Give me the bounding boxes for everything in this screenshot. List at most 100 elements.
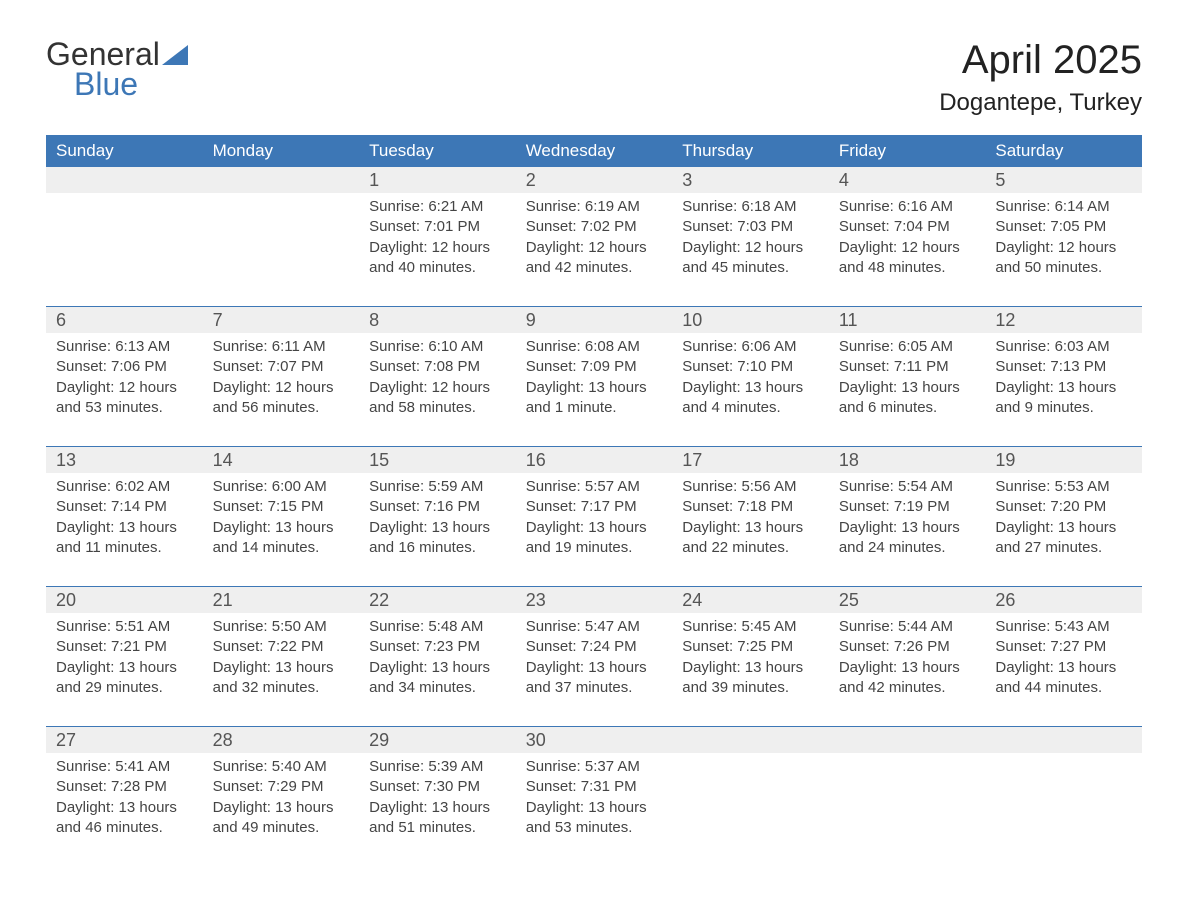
day-dl1: Daylight: 13 hours	[369, 658, 506, 678]
day-number-cell: 18	[829, 447, 986, 473]
day-content-cell: Sunrise: 5:57 AMSunset: 7:17 PMDaylight:…	[516, 473, 673, 587]
day-number-cell	[985, 727, 1142, 753]
day-number-cell: 22	[359, 587, 516, 613]
day-number-cell: 9	[516, 307, 673, 333]
day-dl2: and 32 minutes.	[213, 678, 350, 698]
weekday-header: Monday	[203, 135, 360, 167]
day-content-cell: Sunrise: 6:18 AMSunset: 7:03 PMDaylight:…	[672, 193, 829, 307]
day-sunrise: Sunrise: 6:06 AM	[682, 337, 819, 357]
day-sunrise: Sunrise: 5:54 AM	[839, 477, 976, 497]
day-number-cell: 25	[829, 587, 986, 613]
day-dl2: and 39 minutes.	[682, 678, 819, 698]
day-content-cell	[672, 753, 829, 846]
day-dl2: and 6 minutes.	[839, 398, 976, 418]
day-dl2: and 45 minutes.	[682, 258, 819, 278]
day-dl2: and 11 minutes.	[56, 538, 193, 558]
day-content-cell: Sunrise: 5:41 AMSunset: 7:28 PMDaylight:…	[46, 753, 203, 846]
day-dl2: and 46 minutes.	[56, 818, 193, 838]
day-content-cell	[829, 753, 986, 846]
day-content-cell: Sunrise: 6:05 AMSunset: 7:11 PMDaylight:…	[829, 333, 986, 447]
day-dl2: and 49 minutes.	[213, 818, 350, 838]
day-sunrise: Sunrise: 6:02 AM	[56, 477, 193, 497]
day-sunrise: Sunrise: 6:21 AM	[369, 197, 506, 217]
day-content-cell: Sunrise: 6:21 AMSunset: 7:01 PMDaylight:…	[359, 193, 516, 307]
day-number-cell: 8	[359, 307, 516, 333]
day-dl1: Daylight: 13 hours	[839, 518, 976, 538]
day-dl2: and 9 minutes.	[995, 398, 1132, 418]
day-sunset: Sunset: 7:05 PM	[995, 217, 1132, 237]
day-dl1: Daylight: 12 hours	[56, 378, 193, 398]
day-content-cell: Sunrise: 5:37 AMSunset: 7:31 PMDaylight:…	[516, 753, 673, 846]
day-content-cell	[46, 193, 203, 307]
day-sunset: Sunset: 7:31 PM	[526, 777, 663, 797]
day-sunset: Sunset: 7:09 PM	[526, 357, 663, 377]
day-number-cell: 29	[359, 727, 516, 753]
day-number-cell: 27	[46, 727, 203, 753]
day-dl2: and 56 minutes.	[213, 398, 350, 418]
day-sunset: Sunset: 7:26 PM	[839, 637, 976, 657]
day-dl1: Daylight: 13 hours	[682, 378, 819, 398]
month-title: April 2025	[939, 38, 1142, 83]
day-sunset: Sunset: 7:29 PM	[213, 777, 350, 797]
day-sunset: Sunset: 7:03 PM	[682, 217, 819, 237]
day-dl2: and 48 minutes.	[839, 258, 976, 278]
day-dl1: Daylight: 13 hours	[369, 798, 506, 818]
day-dl1: Daylight: 13 hours	[213, 518, 350, 538]
day-number-cell: 5	[985, 167, 1142, 193]
day-number-row: 12345	[46, 167, 1142, 193]
day-content-cell: Sunrise: 5:44 AMSunset: 7:26 PMDaylight:…	[829, 613, 986, 727]
day-number-cell: 2	[516, 167, 673, 193]
day-sunset: Sunset: 7:28 PM	[56, 777, 193, 797]
day-sunrise: Sunrise: 5:44 AM	[839, 617, 976, 637]
day-sunset: Sunset: 7:22 PM	[213, 637, 350, 657]
day-number-cell: 14	[203, 447, 360, 473]
day-number-cell: 7	[203, 307, 360, 333]
day-content-cell: Sunrise: 6:02 AMSunset: 7:14 PMDaylight:…	[46, 473, 203, 587]
day-number-cell: 12	[985, 307, 1142, 333]
day-content-cell: Sunrise: 5:40 AMSunset: 7:29 PMDaylight:…	[203, 753, 360, 846]
day-content-cell: Sunrise: 6:19 AMSunset: 7:02 PMDaylight:…	[516, 193, 673, 307]
day-content-cell: Sunrise: 6:08 AMSunset: 7:09 PMDaylight:…	[516, 333, 673, 447]
day-sunset: Sunset: 7:18 PM	[682, 497, 819, 517]
day-sunset: Sunset: 7:24 PM	[526, 637, 663, 657]
day-sunset: Sunset: 7:27 PM	[995, 637, 1132, 657]
day-content-cell: Sunrise: 5:47 AMSunset: 7:24 PMDaylight:…	[516, 613, 673, 727]
day-sunset: Sunset: 7:10 PM	[682, 357, 819, 377]
weekday-header: Sunday	[46, 135, 203, 167]
day-content-cell: Sunrise: 5:54 AMSunset: 7:19 PMDaylight:…	[829, 473, 986, 587]
day-number-cell: 10	[672, 307, 829, 333]
day-sunrise: Sunrise: 5:57 AM	[526, 477, 663, 497]
day-sunrise: Sunrise: 6:18 AM	[682, 197, 819, 217]
day-sunrise: Sunrise: 5:47 AM	[526, 617, 663, 637]
day-dl1: Daylight: 12 hours	[682, 238, 819, 258]
weekday-header: Saturday	[985, 135, 1142, 167]
day-sunset: Sunset: 7:02 PM	[526, 217, 663, 237]
day-dl2: and 44 minutes.	[995, 678, 1132, 698]
day-sunrise: Sunrise: 6:19 AM	[526, 197, 663, 217]
day-number-cell: 21	[203, 587, 360, 613]
title-block: April 2025 Dogantepe, Turkey	[939, 38, 1142, 117]
day-dl1: Daylight: 13 hours	[995, 378, 1132, 398]
day-number-cell: 13	[46, 447, 203, 473]
day-dl1: Daylight: 12 hours	[213, 378, 350, 398]
day-sunset: Sunset: 7:11 PM	[839, 357, 976, 377]
day-sunrise: Sunrise: 5:39 AM	[369, 757, 506, 777]
day-dl1: Daylight: 13 hours	[526, 518, 663, 538]
day-dl2: and 27 minutes.	[995, 538, 1132, 558]
day-number-cell: 23	[516, 587, 673, 613]
day-content-cell: Sunrise: 5:56 AMSunset: 7:18 PMDaylight:…	[672, 473, 829, 587]
day-number-cell: 28	[203, 727, 360, 753]
day-sunset: Sunset: 7:08 PM	[369, 357, 506, 377]
day-dl2: and 40 minutes.	[369, 258, 506, 278]
day-number-cell: 11	[829, 307, 986, 333]
day-content-cell: Sunrise: 6:03 AMSunset: 7:13 PMDaylight:…	[985, 333, 1142, 447]
day-number-cell: 17	[672, 447, 829, 473]
day-dl2: and 22 minutes.	[682, 538, 819, 558]
day-dl1: Daylight: 13 hours	[56, 518, 193, 538]
day-content-row: Sunrise: 5:51 AMSunset: 7:21 PMDaylight:…	[46, 613, 1142, 727]
day-number-cell: 6	[46, 307, 203, 333]
day-dl2: and 50 minutes.	[995, 258, 1132, 278]
day-dl2: and 53 minutes.	[526, 818, 663, 838]
day-sunset: Sunset: 7:04 PM	[839, 217, 976, 237]
day-sunrise: Sunrise: 6:08 AM	[526, 337, 663, 357]
